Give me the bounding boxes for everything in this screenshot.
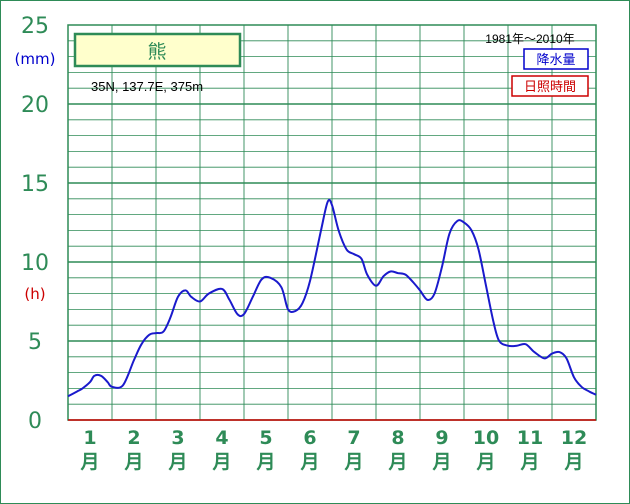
plot-grid — [67, 24, 597, 421]
month-number-label: 11 — [517, 427, 543, 449]
y-tick-label: 0 — [28, 409, 42, 434]
period-label: 1981年〜2010年 — [485, 32, 574, 46]
month-suffix-label: 月 — [519, 451, 539, 473]
station-name: 熊 — [147, 41, 166, 63]
month-number-label: 5 — [259, 427, 272, 449]
y-unit-mm: (mm) — [15, 50, 56, 68]
month-suffix-label: 月 — [255, 451, 275, 473]
y-tick-label: 10 — [21, 251, 49, 276]
month-suffix-label: 月 — [475, 451, 495, 473]
station-name-box — [73, 32, 242, 68]
month-number-label: 12 — [561, 427, 587, 449]
month-suffix-label: 月 — [211, 451, 231, 473]
station-coordinates: 35N, 137.7E, 375m — [91, 79, 203, 94]
legend-sunshine-box — [511, 75, 589, 97]
month-suffix-label: 月 — [299, 451, 319, 473]
month-suffix-label: 月 — [123, 451, 143, 473]
month-suffix-label: 月 — [167, 451, 187, 473]
legend-sunshine: 日照時間 — [524, 80, 576, 95]
month-number-label: 2 — [127, 427, 140, 449]
month-number-label: 10 — [473, 427, 499, 449]
month-suffix-label: 月 — [563, 451, 583, 473]
month-number-label: 9 — [435, 427, 448, 449]
legend-precipitation-box — [523, 48, 589, 70]
month-suffix-label: 月 — [431, 451, 451, 473]
y-tick-label: 15 — [21, 172, 49, 197]
month-number-label: 7 — [347, 427, 360, 449]
y-tick-label: 25 — [21, 14, 49, 39]
month-suffix-label: 月 — [79, 451, 99, 473]
month-suffix-label: 月 — [387, 451, 407, 473]
month-number-label: 3 — [171, 427, 184, 449]
month-number-label: 6 — [303, 427, 316, 449]
y-unit-hours: (h) — [24, 285, 45, 303]
y-tick-label: 5 — [28, 330, 42, 355]
month-suffix-label: 月 — [343, 451, 363, 473]
legend-precipitation: 降水量 — [536, 53, 575, 68]
month-number-label: 8 — [391, 427, 404, 449]
y-tick-label: 20 — [21, 93, 49, 118]
month-number-label: 4 — [215, 427, 228, 449]
precipitation-line — [67, 198, 597, 398]
y-tick-labels: 0 5 10 15 20 25 — [21, 14, 49, 434]
month-number-label: 1 — [83, 427, 96, 449]
series-lines — [67, 198, 597, 421]
